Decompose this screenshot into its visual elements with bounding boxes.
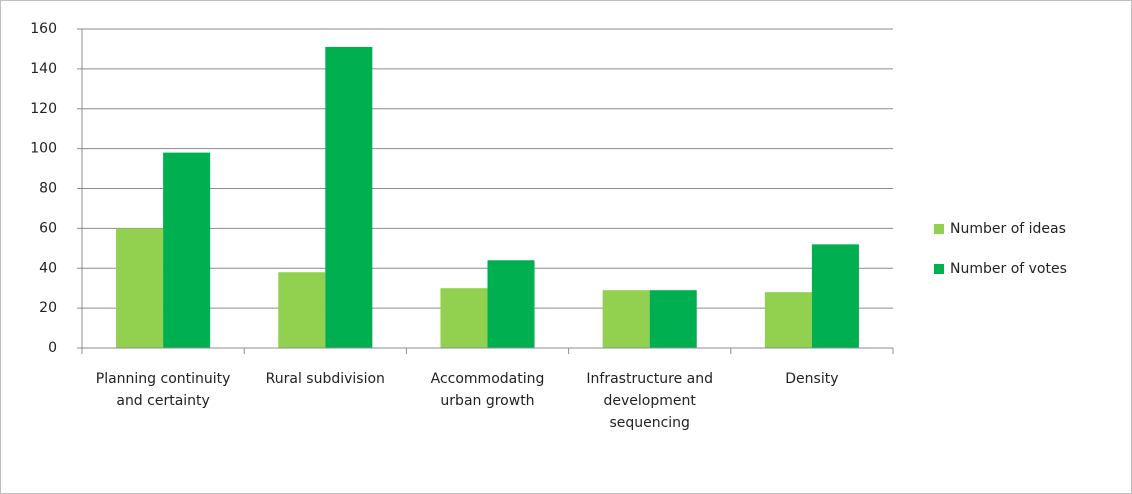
bar	[278, 272, 326, 348]
x-tick-label: Infrastructure and development sequencin…	[586, 371, 713, 431]
x-tick-label: Planning continuity and certainty	[95, 371, 231, 409]
bar	[487, 260, 535, 348]
bar	[649, 290, 697, 348]
y-tick-label: 100	[30, 141, 57, 157]
bar	[440, 288, 488, 348]
legend-label: Number of votes	[950, 261, 1067, 277]
bar	[602, 290, 650, 348]
legend-label: Number of ideas	[950, 221, 1066, 237]
x-tick-label: Rural subdivision	[265, 371, 385, 387]
bar	[811, 244, 859, 348]
x-tick-label: Accommodating urban growth	[430, 371, 545, 409]
x-tick-label: Density	[785, 371, 839, 387]
y-tick-label: 140	[30, 61, 57, 77]
y-tick-label: 120	[30, 101, 57, 117]
bar	[116, 228, 164, 348]
y-tick-label: 80	[39, 181, 57, 197]
y-tick-label: 160	[30, 21, 57, 37]
bar	[163, 152, 211, 348]
legend-swatch	[934, 264, 944, 274]
y-tick-label: 60	[39, 220, 57, 236]
bar	[764, 292, 812, 348]
legend-swatch	[934, 224, 944, 234]
y-tick-label: 40	[39, 260, 57, 276]
y-tick-label: 0	[48, 340, 57, 356]
y-tick-label: 20	[39, 300, 57, 316]
bar	[325, 46, 373, 348]
